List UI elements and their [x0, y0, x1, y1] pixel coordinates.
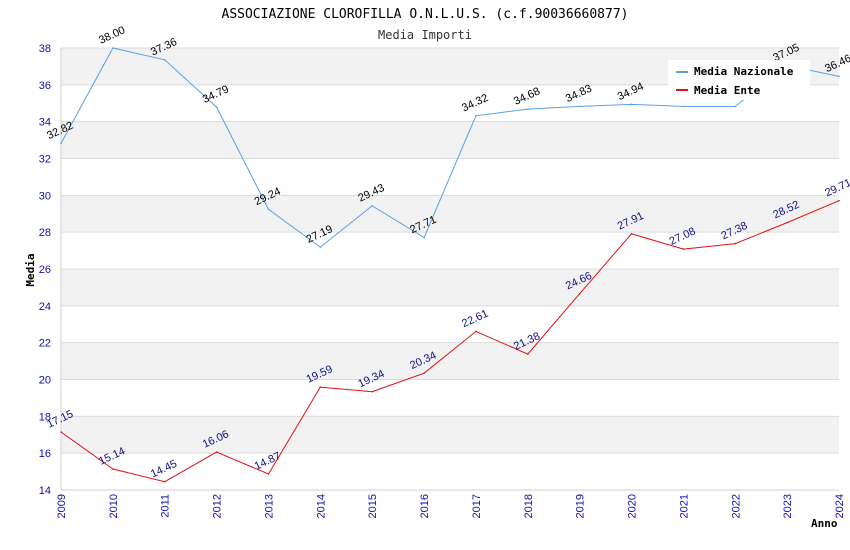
x-tick-label: 2017 — [471, 494, 483, 518]
point-nazionale — [578, 105, 581, 108]
legend-label-nazionale: Media Nazionale — [694, 65, 794, 78]
y-axis-title: Media — [24, 253, 37, 286]
y-tick-label: 32 — [39, 154, 51, 166]
plot-band — [61, 379, 839, 417]
plot-band — [61, 453, 839, 490]
point-nazionale — [630, 103, 633, 106]
y-tick-label: 38 — [39, 43, 51, 55]
x-tick-label: 2009 — [56, 494, 68, 518]
legend-box — [668, 60, 810, 100]
x-tick-label: 2023 — [782, 494, 794, 518]
x-tick-label: 2021 — [678, 494, 690, 518]
x-tick-label: 2014 — [315, 494, 327, 518]
x-tick-label: 2011 — [160, 494, 172, 518]
y-tick-label: 26 — [39, 264, 51, 276]
x-tick-label: 2020 — [627, 494, 639, 518]
x-axis-ticks: 2009 2010 2011 2012 2013 2014 2015 2016 2017 2018… — [56, 494, 846, 518]
x-tick-label: 2012 — [212, 494, 224, 518]
y-tick-label: 20 — [39, 375, 51, 387]
plot-band — [61, 195, 839, 233]
point-ente — [60, 431, 62, 433]
point-nazionale — [267, 208, 270, 211]
point-nazionale — [215, 106, 218, 108]
y-tick-label: 28 — [39, 227, 51, 239]
point-ente — [527, 353, 529, 355]
plot-band — [61, 416, 839, 454]
point-ente — [630, 233, 633, 235]
point-ente — [423, 372, 425, 375]
x-tick-label: 2024 — [834, 494, 846, 518]
chart-title: ASSOCIAZIONE CLOROFILLA O.N.L.U.S. (c.f.… — [222, 7, 629, 22]
point-ente — [163, 480, 166, 483]
x-axis-title: Anno — [811, 517, 838, 530]
point-ente — [319, 386, 322, 388]
point-nazionale — [734, 105, 737, 108]
point-nazionale — [423, 236, 425, 239]
y-axis-ticks: 14 16 18 20 22 24 26 28 30 32 34 36 38 — [39, 43, 51, 497]
legend: Media Nazionale Media Ente — [668, 60, 810, 100]
point-nazionale — [682, 105, 685, 108]
x-tick-label: 2016 — [419, 494, 431, 518]
x-tick-label: 2010 — [108, 494, 120, 518]
plot-band — [61, 269, 839, 306]
y-tick-label: 14 — [39, 485, 51, 497]
point-nazionale — [838, 75, 840, 78]
point-nazionale — [163, 58, 166, 61]
point-ente — [475, 330, 477, 333]
series-lines — [60, 47, 840, 483]
point-ente — [267, 473, 270, 475]
point-nazionale — [371, 205, 374, 207]
point-nazionale — [527, 108, 529, 110]
data-label-nazionale: 38.00 — [97, 24, 127, 47]
x-tick-label: 2013 — [263, 494, 275, 518]
point-ente — [215, 451, 218, 453]
point-ente — [112, 468, 114, 470]
point-ente — [734, 242, 737, 245]
x-tick-label: 2022 — [730, 494, 742, 518]
series-line-nazionale — [60, 47, 840, 248]
plot-band — [61, 305, 839, 343]
point-nazionale — [475, 114, 477, 117]
plot-band — [61, 121, 839, 159]
point-ente — [682, 248, 685, 250]
plot-band — [61, 232, 839, 269]
point-ente — [838, 199, 840, 202]
y-tick-label: 16 — [39, 448, 51, 460]
y-tick-label: 30 — [39, 190, 51, 202]
y-tick-label: 22 — [39, 338, 51, 350]
y-tick-label: 36 — [39, 80, 51, 92]
x-tick-label: 2019 — [575, 494, 587, 518]
point-ente — [371, 390, 374, 393]
point-nazionale — [112, 47, 114, 49]
chart-subtitle: Media Importi — [378, 28, 472, 42]
x-tick-label: 2015 — [367, 494, 379, 518]
y-tick-label: 18 — [39, 411, 51, 423]
point-ente — [786, 221, 788, 224]
series-line-ente — [60, 200, 840, 483]
plot-band — [61, 342, 839, 380]
y-tick-label: 34 — [39, 117, 51, 129]
y-tick-label: 24 — [39, 301, 51, 313]
plot-bands — [60, 47, 839, 491]
point-nazionale — [60, 142, 62, 145]
legend-label-ente: Media Ente — [694, 84, 761, 97]
point-ente — [578, 292, 581, 295]
x-tick-label: 2018 — [523, 494, 535, 518]
point-nazionale — [319, 246, 322, 248]
